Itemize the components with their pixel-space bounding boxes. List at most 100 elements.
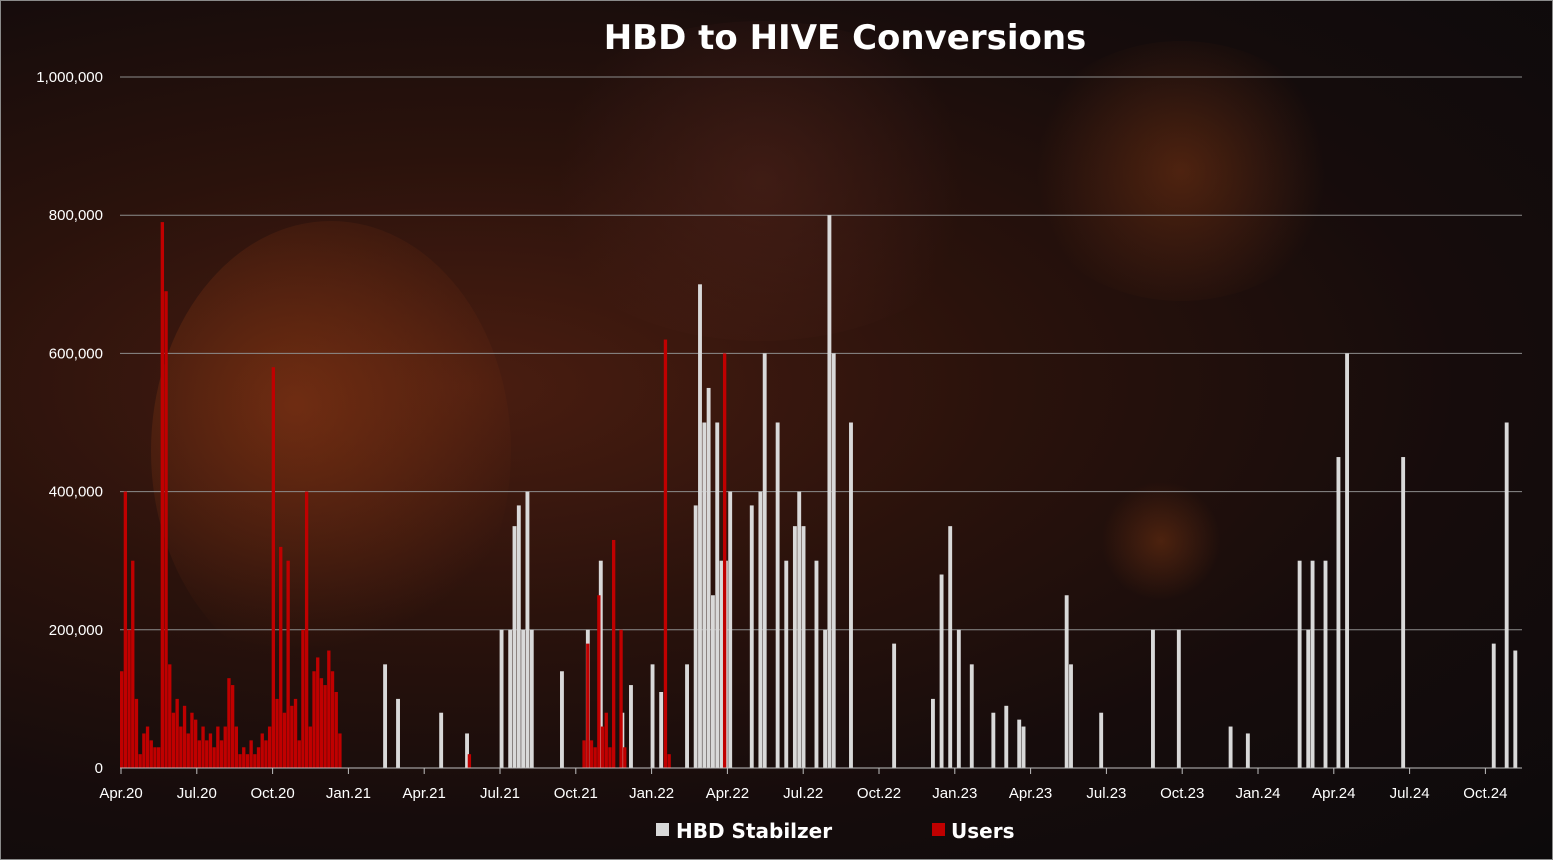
y-tick-label: 600,000	[49, 345, 103, 362]
hbd-stabilizer-bar	[758, 491, 763, 768]
legend-swatch-users	[932, 823, 945, 836]
users-bar	[219, 740, 224, 768]
hbd-stabilizer-bar	[560, 671, 564, 768]
users-bar	[134, 698, 139, 768]
users-bar	[205, 740, 209, 768]
users-bar	[312, 671, 316, 768]
hbd-stabilizer-bar	[719, 560, 724, 768]
users-bar	[282, 712, 287, 768]
x-tick-label: Apr.20	[99, 785, 142, 802]
users-bar	[327, 650, 331, 768]
legend-label-users: Users	[951, 819, 1014, 843]
x-tick-label: Apr.23	[1009, 785, 1052, 802]
hbd-stabilizer-bar	[801, 526, 806, 768]
hbd-stabilizer-bar	[1491, 643, 1496, 768]
users-bar	[316, 657, 320, 768]
x-tick-label: Jul.21	[480, 785, 520, 802]
users-bar	[197, 740, 202, 768]
x-tick-label: Jul.23	[1086, 785, 1126, 802]
hbd-stabilizer-bar	[939, 574, 944, 768]
users-bar	[123, 491, 128, 768]
users-bar	[227, 678, 231, 768]
users-bar	[249, 740, 253, 768]
hbd-stabilizer-bar	[383, 664, 388, 768]
hbd-stabilizer-bar	[1306, 629, 1311, 768]
hbd-stabilizer-bar	[516, 505, 521, 768]
users-bar	[279, 546, 283, 768]
users-bar	[193, 719, 198, 768]
hbd-stabilizer-bar	[650, 664, 655, 768]
hbd-stabilizer-bar	[512, 526, 517, 768]
users-bar	[338, 733, 342, 768]
users-bar	[667, 754, 671, 768]
hbd-stabilizer-bar	[814, 560, 819, 768]
hbd-stabilizer-bar	[1004, 705, 1009, 768]
users-bar	[182, 705, 187, 768]
hbd-stabilizer-bar	[1099, 712, 1104, 768]
users-bar	[238, 754, 242, 768]
hbd-stabilizer-bar	[465, 733, 469, 768]
users-bar	[120, 671, 124, 768]
hbd-stabilizer-bar	[956, 629, 961, 768]
users-bar	[179, 726, 183, 768]
users-bar	[623, 747, 627, 768]
x-tick-label: Jul.22	[783, 785, 823, 802]
users-bar	[149, 740, 153, 768]
hbd-stabilizer-bar	[1323, 560, 1328, 768]
hbd-stabilizer-bar	[529, 629, 534, 768]
users-bar	[663, 339, 668, 768]
hbd-stabilizer-bar	[775, 422, 780, 768]
y-tick-label: 1,000,000	[36, 69, 103, 86]
y-tick-label: 200,000	[49, 622, 103, 639]
series-hbd-stabilizer	[383, 215, 1518, 768]
hbd-stabilizer-bar	[1504, 422, 1509, 768]
background-blob	[1101, 481, 1221, 601]
y-tick-label: 800,000	[49, 207, 103, 224]
hbd-stabilizer-bar	[749, 505, 754, 768]
hbd-stabilizer-bar	[784, 560, 789, 768]
hbd-stabilizer-bar	[728, 491, 733, 768]
users-bar	[604, 712, 608, 768]
users-bar	[593, 747, 597, 768]
x-tick-label: Apr.21	[403, 785, 446, 802]
users-bar	[290, 705, 294, 768]
users-bar	[271, 367, 275, 768]
users-bar	[286, 560, 290, 768]
hbd-stabilizer-bar	[706, 387, 711, 768]
users-bar	[201, 726, 205, 768]
x-tick-label: Oct.23	[1160, 785, 1204, 802]
x-tick-label: Jan.21	[326, 785, 371, 802]
x-tick-label: Jan.23	[932, 785, 977, 802]
hbd-stabilizer-bar	[715, 422, 720, 768]
hbd-stabilizer-bar	[1069, 664, 1073, 768]
series-users	[120, 222, 727, 769]
users-bar	[301, 629, 305, 768]
users-bar	[256, 747, 261, 768]
legend: HBD Stabilzer Users	[656, 819, 1014, 843]
hbd-stabilizer-bar	[969, 664, 974, 768]
users-bar	[611, 539, 616, 768]
hbd-stabilizer-bar	[525, 491, 530, 768]
users-bar	[319, 678, 324, 768]
x-tick-label: Apr.24	[1312, 785, 1355, 802]
users-bar	[234, 726, 239, 768]
users-bar	[175, 698, 179, 768]
hbd-stabilizer-bar	[1513, 650, 1518, 768]
gridlines	[120, 76, 1522, 631]
users-bar	[190, 712, 194, 768]
hbd-stabilizer-bar	[396, 698, 400, 768]
users-bar	[260, 733, 264, 768]
background-blob	[151, 221, 511, 681]
y-tick-label: 400,000	[49, 484, 103, 501]
x-tick-label: Oct.20	[251, 785, 295, 802]
hbd-stabilizer-bar	[598, 560, 603, 768]
hbd-stabilizer-bar	[629, 685, 633, 768]
hbd-stabilizer-bar	[1017, 719, 1022, 768]
users-bar	[597, 595, 601, 768]
users-bar	[127, 629, 131, 768]
users-bar	[619, 629, 623, 768]
hbd-stabilizer-bar	[797, 491, 802, 768]
x-tick-label: Oct.24	[1463, 785, 1507, 802]
